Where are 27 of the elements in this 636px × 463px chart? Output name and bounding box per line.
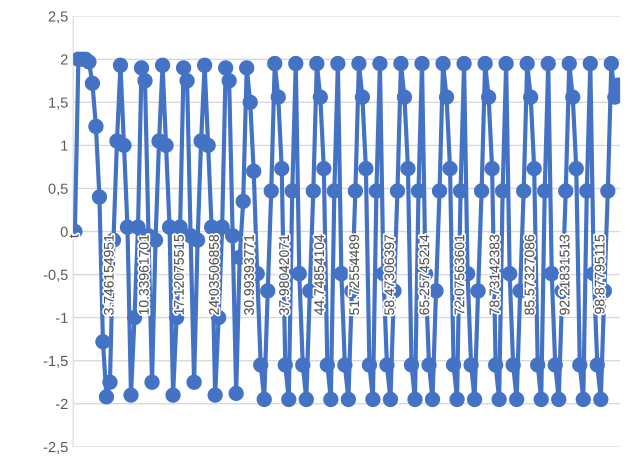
y-tick-label: 0: [60, 226, 68, 237]
x-tick-label: t: [70, 234, 79, 238]
x-tick-label: 98.87795115: [594, 234, 605, 314]
y-tick-label: 0,5: [48, 184, 68, 196]
y-tick-label: 2,5: [48, 11, 68, 24]
y-tick-label: -1,5: [44, 356, 68, 368]
x-tick-label: 58.47306397: [384, 234, 394, 315]
x-tick-label: 3.746154951: [104, 234, 114, 315]
x-tick-label: 10.33961701: [138, 234, 149, 314]
x-tick-label: 24.03506858: [209, 234, 219, 315]
x-tick-label: 92.21831513: [560, 234, 570, 315]
y-tick-label: -0,5: [44, 270, 68, 282]
y-tick-label: 2: [60, 54, 68, 65]
y-tick-label: -2: [56, 398, 68, 410]
x-tick-label: 44.74854104: [314, 234, 324, 316]
y-tick-label: 1,5: [49, 98, 68, 110]
y-tick-label: -2,5: [44, 442, 68, 454]
x-tick-label: 51.72554489: [349, 234, 360, 315]
x-tick-label: 72.07563601: [454, 234, 464, 315]
x-tick-label: 65.25745214: [419, 234, 430, 315]
x-tick-label: 17.12075515: [174, 234, 184, 314]
x-tick-label: 78.73142383: [490, 234, 500, 315]
y-tick-label: 1: [61, 140, 68, 151]
x-tick-label: 30.99393771: [244, 234, 254, 315]
y-tick-label: -1: [56, 312, 68, 323]
x-tick-label: 37.98042071: [279, 234, 289, 315]
x-tick-label: 85.57327086: [524, 234, 534, 315]
